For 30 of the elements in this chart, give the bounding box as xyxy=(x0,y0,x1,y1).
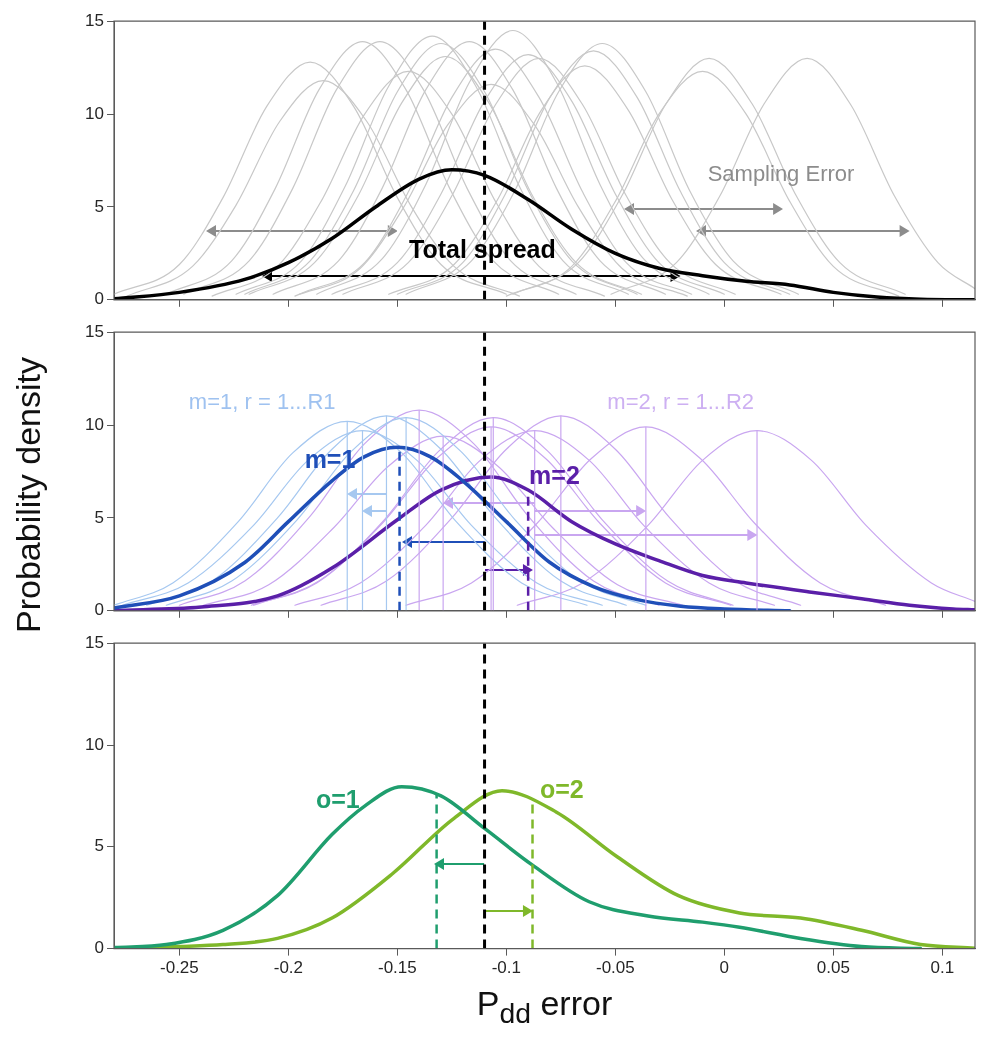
x-tick-label: -0.15 xyxy=(377,958,417,978)
y-tick-label: 15 xyxy=(85,10,104,30)
y-tick-label: 10 xyxy=(85,103,104,123)
annotation: Total spread xyxy=(408,235,556,264)
series-label: o=1 xyxy=(315,784,360,813)
y-tick-label: 10 xyxy=(85,414,104,434)
series-label: m=2 xyxy=(529,460,580,489)
y-tick-label: 15 xyxy=(85,321,104,341)
x-tick-label: -0.2 xyxy=(273,958,304,978)
y-axis-title: Probability density xyxy=(8,357,48,633)
annotation: m=2, r = 1...R2 xyxy=(607,388,755,414)
y-tick-label: 0 xyxy=(94,289,104,309)
x-tick-label: 0.1 xyxy=(930,958,955,978)
annotation: Sampling Error xyxy=(707,161,855,187)
series-label: m=1 xyxy=(304,445,356,474)
y-tick-label: 5 xyxy=(94,507,104,527)
y-tick-label: 0 xyxy=(94,938,104,958)
y-tick-label: 5 xyxy=(94,836,104,856)
y-tick-label: 5 xyxy=(94,196,104,216)
x-axis-title: P$_{dd}$ error xyxy=(475,984,614,1030)
x-tick-label: -0.05 xyxy=(595,958,635,978)
series-label: o=2 xyxy=(539,774,584,803)
x-tick-label: 0 xyxy=(719,958,730,978)
y-tick-label: 15 xyxy=(85,632,104,652)
x-tick-label: -0.1 xyxy=(491,958,521,978)
annotation: m=1, r = 1...R1 xyxy=(188,388,336,414)
y-tick-label: 0 xyxy=(94,600,104,620)
y-tick-label: 10 xyxy=(85,734,104,754)
x-tick-label: 0.05 xyxy=(816,958,850,978)
x-tick-label: -0.25 xyxy=(160,958,199,978)
